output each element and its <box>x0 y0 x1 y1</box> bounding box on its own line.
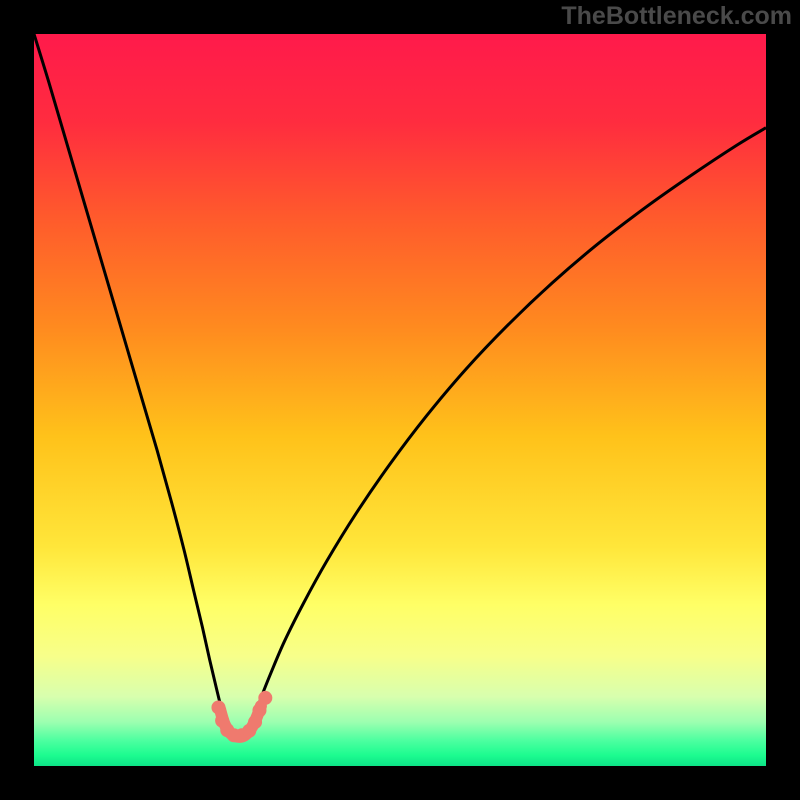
curve-right-branch <box>257 128 766 709</box>
trough-dot <box>258 691 272 705</box>
trough-dot <box>211 700 225 714</box>
watermark-text: TheBottleneck.com <box>561 2 792 31</box>
bottleneck-curve <box>34 34 766 766</box>
trough-dot <box>252 703 266 717</box>
chart-frame: TheBottleneck.com <box>0 0 800 800</box>
curve-left-branch <box>34 34 221 709</box>
plot-area <box>34 34 766 766</box>
